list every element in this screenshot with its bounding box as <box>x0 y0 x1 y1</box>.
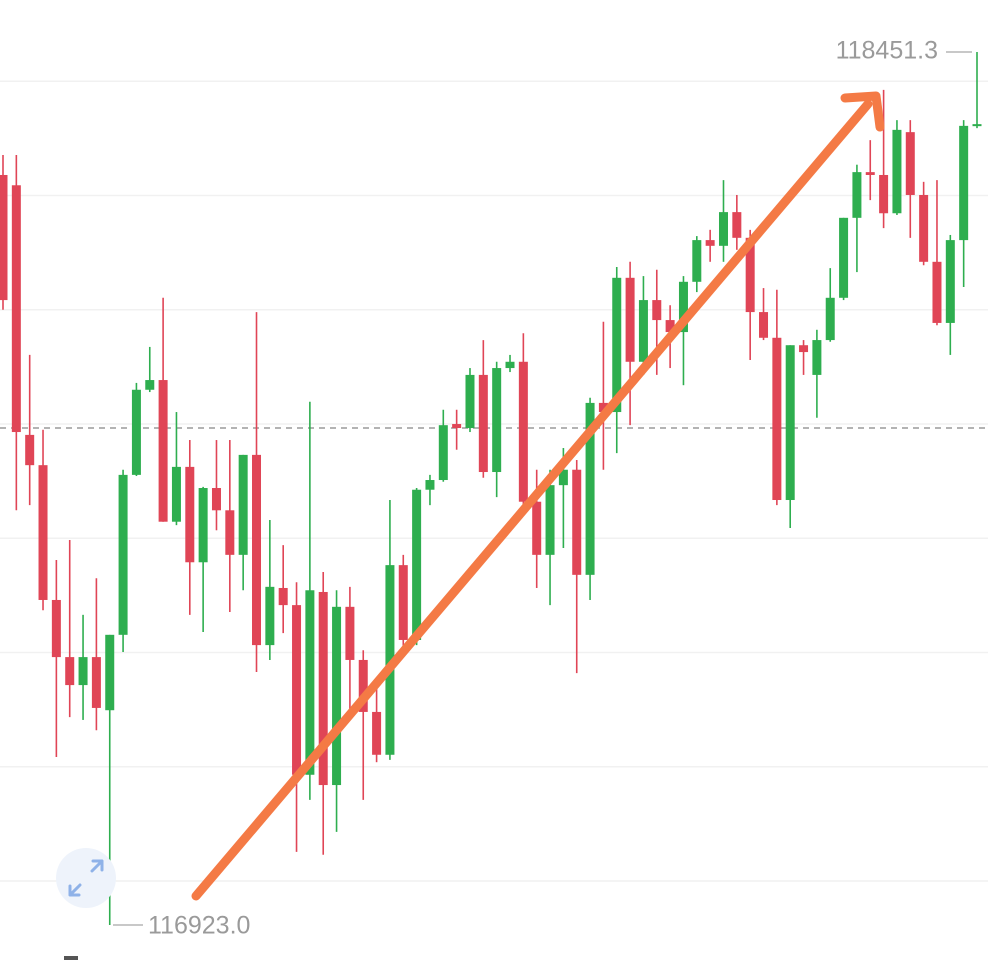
candle-body <box>158 380 168 522</box>
expand-button[interactable] <box>56 848 116 908</box>
candle-body <box>252 454 262 646</box>
candle-body <box>852 172 862 218</box>
candle-body <box>345 606 355 660</box>
candle-body <box>452 424 462 429</box>
candle-body <box>465 374 475 429</box>
candle-body <box>91 657 101 708</box>
arrow-head <box>840 91 885 132</box>
candle-body <box>772 337 782 501</box>
candle-body <box>745 237 755 313</box>
candle-body <box>839 217 849 298</box>
candle-body <box>118 474 128 635</box>
candle-body <box>598 402 608 413</box>
candle-body <box>398 565 408 640</box>
candle-body <box>131 389 141 475</box>
candle-body <box>238 454 248 555</box>
candle-body <box>518 361 528 502</box>
expand-icon[interactable] <box>68 859 104 897</box>
candle-body <box>145 380 155 390</box>
candle-body <box>385 565 395 755</box>
candle-body <box>759 312 769 338</box>
candle-body <box>505 361 515 369</box>
candle-body <box>825 297 835 341</box>
candle-body <box>412 489 422 640</box>
arrow-shaft <box>191 99 873 901</box>
candle-body <box>0 174 8 301</box>
labels: 118451.3 116923.0 <box>113 37 972 940</box>
candle-body <box>292 605 302 775</box>
expand-circle[interactable] <box>56 848 116 908</box>
trend-arrow <box>191 91 885 901</box>
candle-body <box>865 172 875 175</box>
candle-body <box>718 212 728 246</box>
candle-body <box>38 465 48 600</box>
candle-body <box>478 374 488 473</box>
candle-body <box>638 300 648 362</box>
candle-body <box>678 281 688 333</box>
candle-body <box>78 657 88 686</box>
candle-body <box>812 340 822 375</box>
candle-body <box>799 345 809 353</box>
candle-body <box>545 485 555 555</box>
candle-body <box>265 586 275 646</box>
candle-body <box>785 345 795 501</box>
candle-body <box>185 466 195 563</box>
bottom-mark <box>64 956 78 960</box>
candle-body <box>879 174 889 214</box>
candle-body <box>905 132 915 195</box>
candle-body <box>919 194 929 262</box>
candle-body <box>705 240 715 246</box>
candle-body <box>625 277 635 362</box>
candle-body <box>198 488 208 563</box>
candle-body <box>972 124 982 127</box>
candle-body <box>225 510 235 555</box>
candles <box>0 52 982 925</box>
candle-body <box>105 634 115 711</box>
candle-body <box>945 240 955 323</box>
candle-body <box>278 587 288 606</box>
candle-body <box>959 125 969 241</box>
candle-body <box>65 657 75 686</box>
max-label: 118451.3 <box>836 37 938 65</box>
candle-body <box>25 434 35 466</box>
candle-body <box>932 261 942 323</box>
candle-body <box>665 320 675 333</box>
candle-body <box>51 599 61 658</box>
candle-body <box>332 606 342 786</box>
grid <box>0 80 988 882</box>
candle-body <box>358 659 368 712</box>
candle-body <box>11 185 21 433</box>
candle-body <box>492 368 502 473</box>
candle-body <box>732 212 742 238</box>
candle-body <box>211 488 221 511</box>
candle-body <box>892 129 902 214</box>
candle-body <box>438 425 448 481</box>
candle-body <box>652 300 662 321</box>
candle-body <box>372 711 382 755</box>
candle-body <box>425 480 435 490</box>
candle-body <box>171 466 181 522</box>
candle-body <box>692 240 702 282</box>
candle-body <box>572 469 582 575</box>
candle-body <box>318 591 328 786</box>
min-label: 116923.0 <box>148 912 250 940</box>
candle-body <box>305 590 315 775</box>
candle-body <box>532 501 542 555</box>
candle-body <box>612 277 622 413</box>
candle-body <box>585 402 595 575</box>
candle-body <box>558 469 568 486</box>
